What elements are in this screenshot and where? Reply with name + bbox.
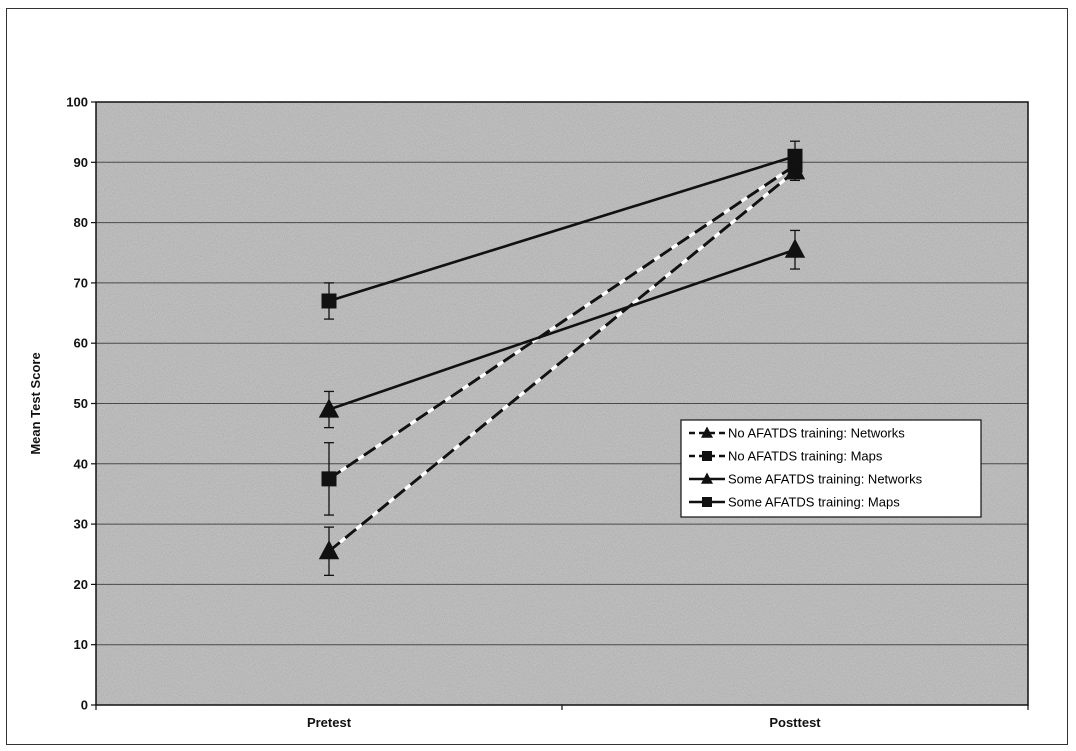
legend-marker xyxy=(701,472,713,484)
legend-marker xyxy=(702,497,712,507)
y-tick-label: 30 xyxy=(74,517,88,532)
legend: No AFATDS training: Networks No AFATDS tr… xyxy=(680,419,982,518)
data-point xyxy=(318,398,340,418)
data-point xyxy=(784,238,806,258)
y-tick-label: 80 xyxy=(74,215,88,230)
y-axis-label: Mean Test Score xyxy=(28,352,43,454)
series-line xyxy=(328,170,796,553)
legend-label: Some AFATDS training: Networks xyxy=(728,472,923,487)
x-tick-label: Posttest xyxy=(769,715,821,730)
series-1 xyxy=(318,160,806,577)
y-tick-label: 50 xyxy=(74,396,88,411)
y-tick-label: 90 xyxy=(74,155,88,170)
y-tick-label: 20 xyxy=(74,577,88,592)
legend-label: Some AFATDS training: Maps xyxy=(728,495,900,510)
y-tick-label: 100 xyxy=(66,95,88,110)
y-tick-label: 0 xyxy=(81,698,88,713)
legend-marker xyxy=(702,451,712,461)
data-point xyxy=(787,148,803,164)
gridlines xyxy=(96,161,1028,646)
series-line xyxy=(328,164,796,481)
x-tick-label: Pretest xyxy=(307,715,352,730)
series-4 xyxy=(321,140,803,320)
series-layer xyxy=(318,140,806,577)
y-tick-label: 60 xyxy=(74,336,88,351)
y-tick-label: 40 xyxy=(74,456,88,471)
legend-label: No AFATDS training: Networks xyxy=(728,426,905,441)
y-tick-label: 70 xyxy=(74,275,88,290)
data-point xyxy=(318,540,340,560)
legend-box xyxy=(680,419,982,518)
data-point xyxy=(321,471,337,487)
series-line xyxy=(328,155,796,303)
data-point xyxy=(321,293,337,309)
axes: 0 10 20 30 40 50 60 70 80 90 100 Pretest Posttest xyxy=(66,95,1029,730)
series-line xyxy=(328,248,796,411)
legend-marker xyxy=(701,426,713,438)
legend-label: No AFATDS training: Maps xyxy=(728,449,883,464)
y-tick-label: 10 xyxy=(74,637,88,652)
series-3 xyxy=(318,229,806,429)
